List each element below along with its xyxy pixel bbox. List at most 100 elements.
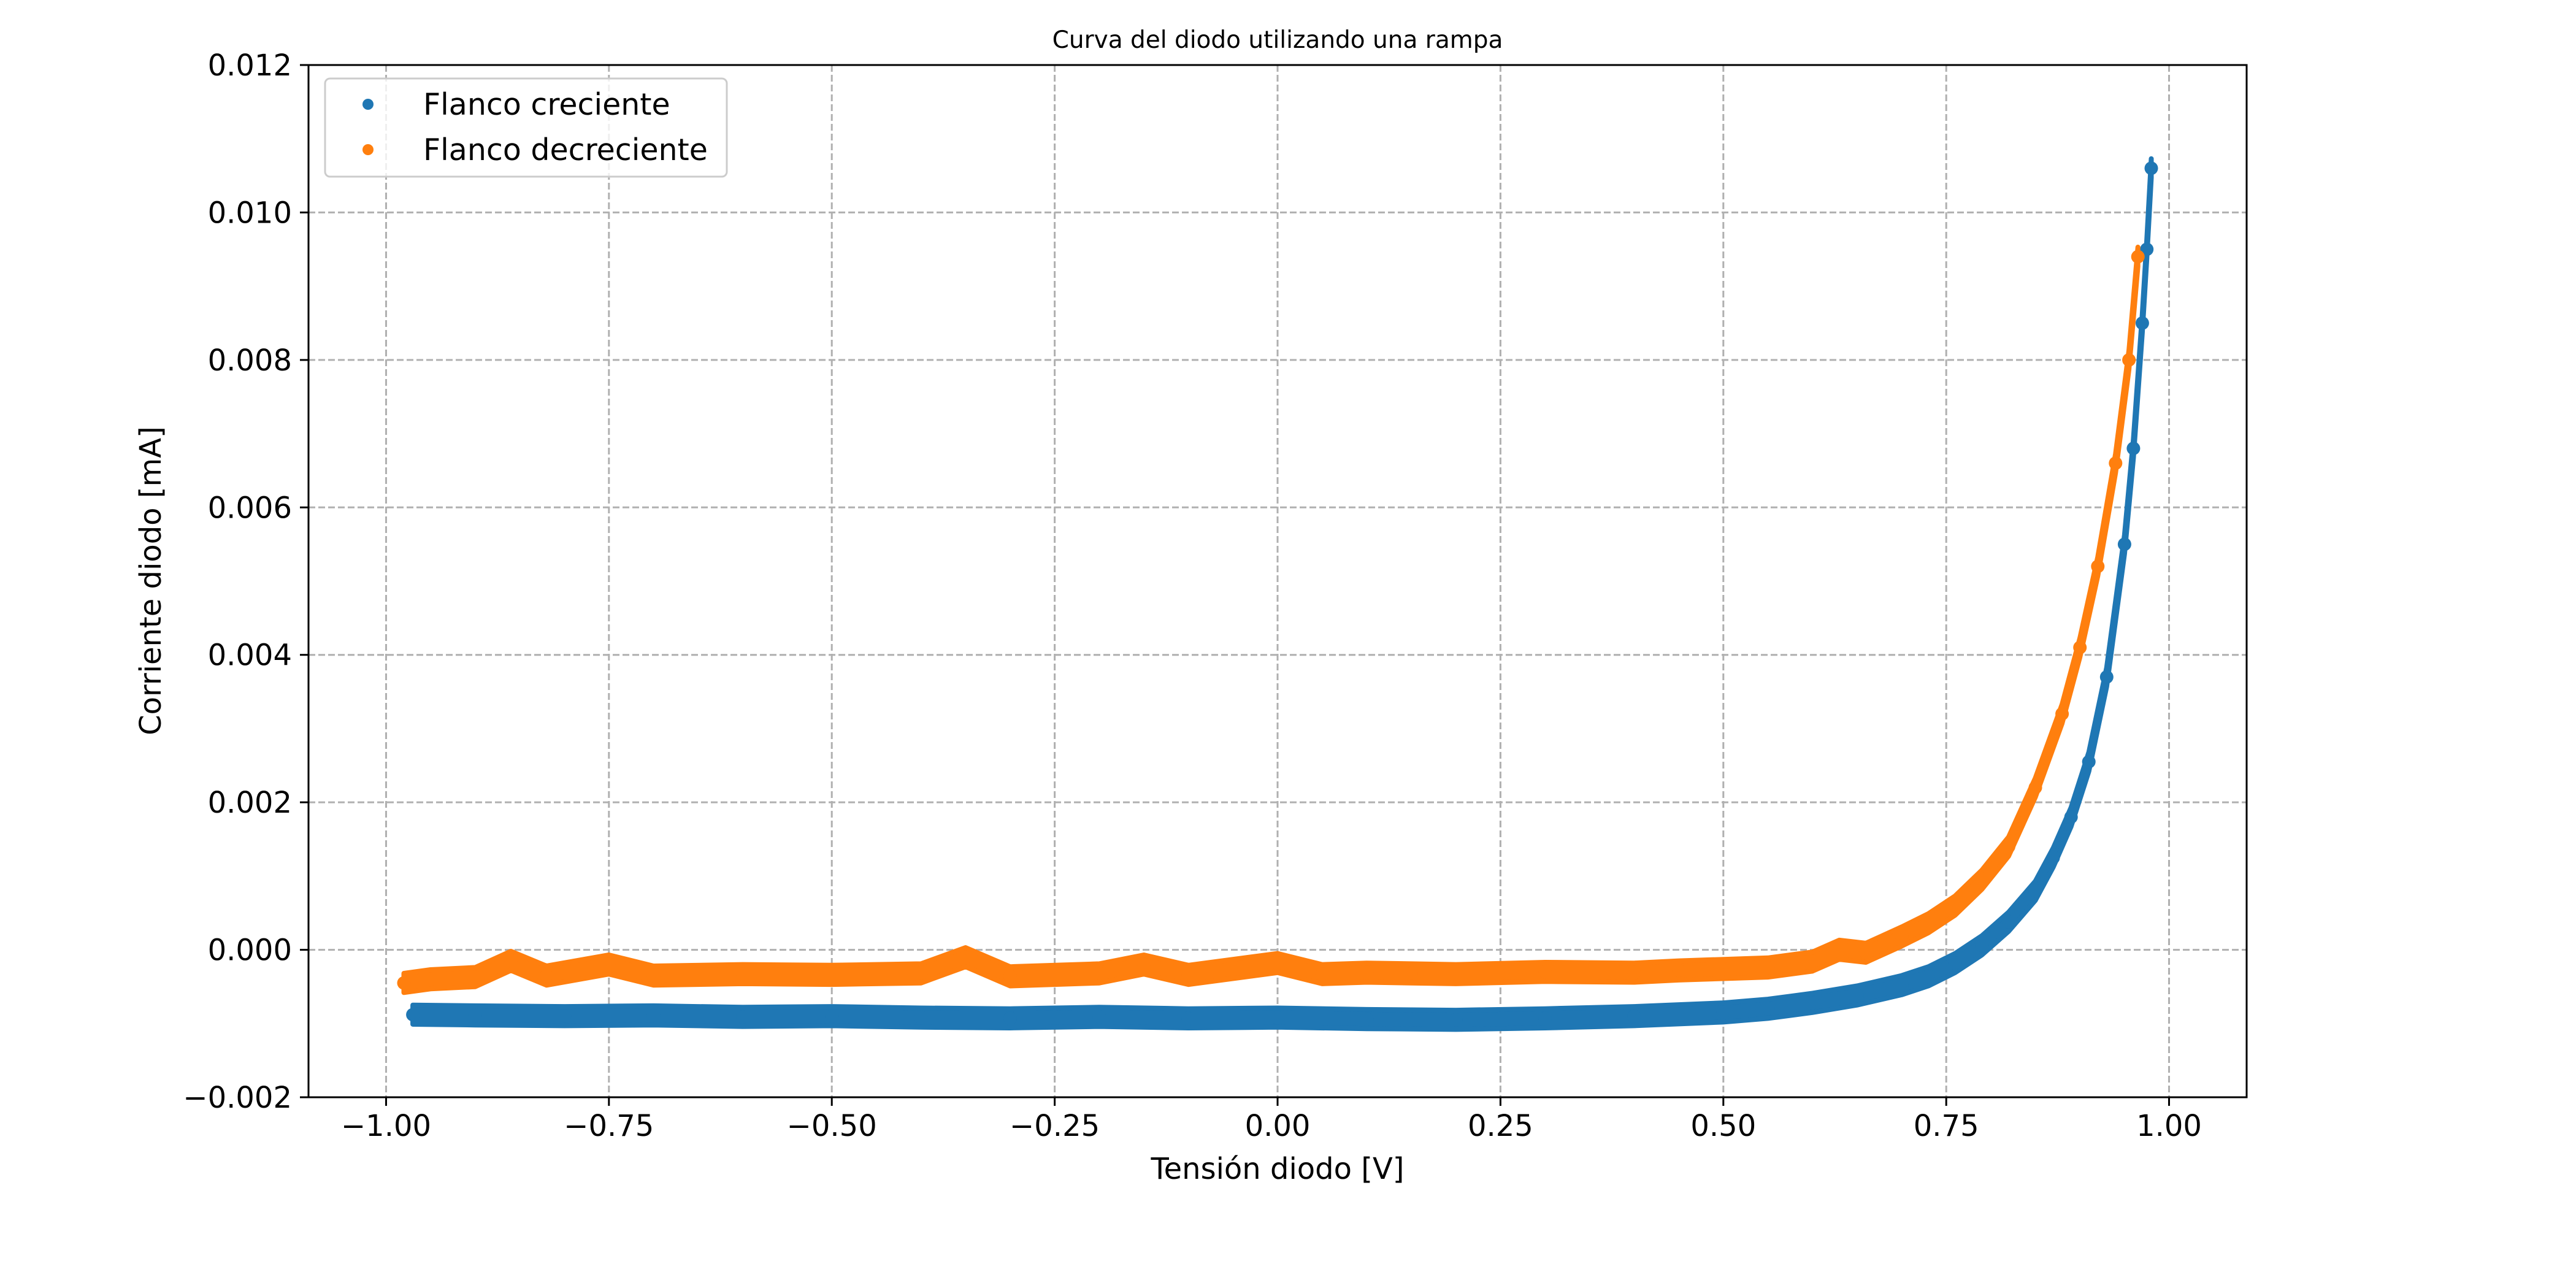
- y-tick-label: −0.002: [183, 1081, 292, 1115]
- x-tick-label: −1.00: [341, 1109, 431, 1143]
- data-point-flanco-decreciente: [2028, 781, 2042, 795]
- x-tick-label: −0.75: [564, 1109, 654, 1143]
- data-point-flanco-creciente: [2028, 884, 2042, 898]
- y-axis-ticks: −0.002 0.000 0.002 0.004 0.006 0.008 0.010 0.01…: [183, 48, 309, 1115]
- data-point-flanco-creciente: [2126, 442, 2141, 456]
- data-point-flanco-decreciente: [1761, 960, 1775, 975]
- data-point-flanco-decreciente: [1449, 967, 1463, 981]
- legend-label-flanco-creciente: Flanco creciente: [423, 87, 670, 122]
- data-point-flanco-creciente: [1850, 989, 1864, 1003]
- x-tick-label: 0.00: [1245, 1109, 1311, 1143]
- data-point-flanco-decreciente: [1627, 965, 1641, 979]
- data-point-flanco-creciente: [1922, 969, 1936, 983]
- data-point-flanco-decreciente: [1137, 957, 1151, 972]
- data-point-flanco-creciente: [646, 1008, 661, 1022]
- data-point-flanco-creciente: [1449, 1013, 1463, 1027]
- data-point-flanco-creciente: [1003, 1011, 1017, 1025]
- y-tick-label: 0.002: [208, 786, 292, 820]
- data-point-flanco-creciente: [1975, 938, 1989, 953]
- x-axis-label: Tensión diodo [V]: [1150, 1152, 1404, 1186]
- data-point-flanco-decreciente: [646, 968, 661, 983]
- data-point-flanco-decreciente: [1405, 967, 1418, 980]
- data-point-flanco-creciente: [468, 1008, 482, 1022]
- x-axis-ticks: −1.00 −0.75 −0.50 −0.25 0.00 0.25 0.50 0.75 1.00: [341, 1097, 2202, 1143]
- data-point-flanco-decreciente: [2055, 707, 2069, 721]
- data-point-flanco-decreciente: [424, 972, 438, 986]
- data-point-flanco-creciente: [2099, 670, 2114, 684]
- data-point-flanco-creciente: [558, 1009, 572, 1023]
- data-point-flanco-decreciente: [2001, 840, 2015, 854]
- y-tick-label: 0.010: [208, 196, 292, 230]
- data-point-flanco-creciente: [2144, 161, 2158, 175]
- legend-marker-flanco-decreciente: [362, 144, 374, 155]
- data-point-flanco-creciente: [2117, 537, 2131, 551]
- series-flanco-creciente: [406, 156, 2158, 1032]
- data-point-flanco-decreciente: [735, 967, 749, 981]
- data-point-flanco-decreciente: [2091, 559, 2105, 573]
- data-point-flanco-decreciente: [602, 957, 616, 972]
- data-point-flanco-creciente: [1627, 1009, 1641, 1023]
- y-tick-label: 0.000: [208, 933, 292, 968]
- data-point-flanco-creciente: [735, 1010, 749, 1024]
- data-point-flanco-creciente: [1895, 978, 1909, 992]
- series-flanco-decreciente: [397, 244, 2145, 995]
- data-point-flanco-decreciente: [1975, 873, 1989, 887]
- legend-label-flanco-decreciente: Flanco decreciente: [423, 132, 708, 167]
- data-point-flanco-decreciente: [540, 968, 554, 983]
- data-point-flanco-decreciente: [2073, 640, 2087, 654]
- y-tick-label: 0.012: [208, 48, 292, 83]
- data-point-flanco-creciente: [1948, 956, 1962, 970]
- y-axis-label: Corriente diodo [mA]: [134, 426, 168, 735]
- data-point-flanco-decreciente: [959, 950, 973, 964]
- data-point-flanco-creciente: [1761, 1002, 1775, 1016]
- x-tick-label: −0.25: [1010, 1109, 1100, 1143]
- series-band-flanco-decreciente: [401, 244, 2141, 995]
- data-point-flanco-creciente: [1092, 1010, 1106, 1024]
- data-point-flanco-decreciente: [1895, 929, 1909, 943]
- y-tick-label: 0.008: [208, 343, 292, 378]
- data-point-flanco-decreciente: [1832, 943, 1846, 957]
- legend-marker-flanco-creciente: [362, 99, 374, 110]
- data-point-flanco-decreciente: [1360, 965, 1374, 979]
- x-tick-label: 0.25: [1468, 1109, 1533, 1143]
- y-tick-label: 0.004: [208, 638, 292, 673]
- data-point-flanco-creciente: [2001, 914, 2015, 929]
- x-tick-label: −0.50: [787, 1109, 877, 1143]
- data-point-flanco-creciente: [1538, 1011, 1552, 1025]
- grid-vertical-lines: [385, 65, 2170, 1097]
- data-point-flanco-decreciente: [1716, 962, 1730, 976]
- data-point-flanco-creciente: [1360, 1012, 1374, 1026]
- plot-series: [397, 156, 2158, 1032]
- data-point-flanco-decreciente: [1859, 946, 1873, 960]
- data-point-flanco-decreciente: [1948, 899, 1962, 913]
- data-point-flanco-decreciente: [1315, 967, 1329, 981]
- legend: Flanco creciente Flanco decreciente: [324, 77, 728, 178]
- x-tick-label: 0.75: [1914, 1109, 1979, 1143]
- data-point-flanco-decreciente: [1003, 969, 1017, 983]
- x-tick-label: 0.50: [1690, 1109, 1756, 1143]
- data-point-flanco-creciente: [1806, 996, 1820, 1010]
- data-point-flanco-decreciente: [825, 968, 839, 982]
- legend-box: [324, 77, 728, 178]
- data-point-flanco-decreciente: [1181, 968, 1195, 982]
- data-point-flanco-decreciente: [1672, 964, 1686, 978]
- y-tick-label: 0.006: [208, 491, 292, 525]
- x-tick-label: 1.00: [2136, 1109, 2202, 1143]
- data-point-flanco-decreciente: [1538, 965, 1552, 979]
- data-point-flanco-creciente: [1181, 1011, 1195, 1025]
- data-point-flanco-decreciente: [1271, 956, 1284, 970]
- data-point-flanco-creciente: [914, 1011, 928, 1025]
- data-point-flanco-decreciente: [504, 954, 518, 968]
- data-point-flanco-decreciente: [2109, 456, 2123, 470]
- data-point-flanco-decreciente: [468, 970, 482, 984]
- data-point-flanco-decreciente: [2122, 353, 2136, 367]
- data-point-flanco-creciente: [825, 1009, 839, 1023]
- data-point-flanco-creciente: [2140, 242, 2154, 256]
- data-point-flanco-creciente: [2082, 755, 2096, 769]
- data-point-flanco-decreciente: [2131, 250, 2145, 264]
- data-point-flanco-creciente: [2135, 316, 2149, 330]
- data-point-flanco-decreciente: [914, 967, 928, 980]
- data-point-flanco-creciente: [1271, 1011, 1284, 1025]
- chart-title: Curva del diodo utilizando una rampa: [1052, 26, 1503, 54]
